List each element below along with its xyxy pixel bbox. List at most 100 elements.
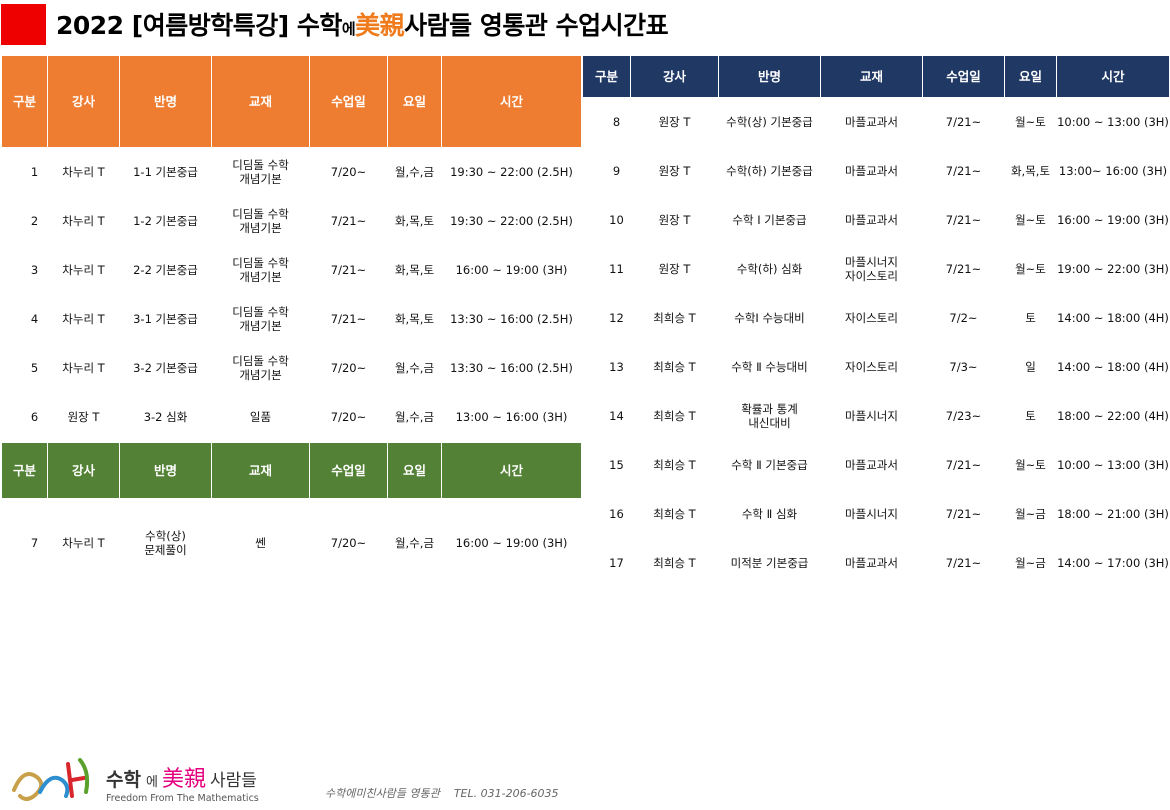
textbook-cell: 마플교과서: [820, 538, 923, 588]
start-date-cell: 7/21~: [922, 538, 1005, 588]
section-label-char: 등: [587, 330, 598, 342]
header-time: 시간: [441, 55, 582, 148]
days-cell: 월~토: [1004, 97, 1057, 147]
table-row: 13 최희승 T 수학 Ⅱ 수능대비 자이스토리 7/3~ 일 14:00 ~ 18:00 …: [583, 342, 1170, 392]
table-row: 5 차누리 T 3-2 기본중급 디딤돌 수학 개념기본 7/20~ 월,수,금 13:30…: [2, 343, 582, 393]
brand-name-part2: 사람들: [210, 771, 257, 791]
time-cell: 19:00 ~ 22:00 (3H): [1056, 244, 1170, 294]
start-date-cell: 7/2~: [922, 293, 1005, 343]
days-cell: 화,목,토: [387, 196, 442, 246]
class-name-cell: 수학(상) 기본중급: [718, 97, 821, 147]
textbook-cell: 마플교과서: [820, 440, 923, 490]
textbook-cell: 디딤돌 수학 개념기본: [211, 343, 310, 393]
header-textbook: 교재: [211, 442, 310, 499]
row-number: 6: [21, 392, 48, 442]
middle-school-rows: 중 등 과 정 1 차누리 T 1-1 기본중급 디딤돌 수학 개념기본 7/20~ 월,수,금 1…: [1, 147, 582, 442]
title-brand-hanja: 美親: [355, 11, 405, 40]
textbook-cell: 디딤돌 수학 개념기본: [211, 245, 310, 295]
footer-contact: 수학에미친사람들 영통관 TEL. 031-206-6035: [325, 785, 559, 801]
section-label-char: 과: [6, 294, 17, 306]
header-teacher: 강사: [47, 442, 120, 499]
class-name-cell: 미적분 기본중급: [718, 538, 821, 588]
table-row: 10 원장 T 수학 Ⅰ 기본중급 마플교과서 7/21~ 월~토 16:00 ~ 19:0…: [583, 195, 1170, 245]
brand-logo: 수학 에 美親 사람들 Freedom From The Mathematics: [10, 752, 270, 804]
start-date-cell: 7/21~: [922, 146, 1005, 196]
time-cell: 10:00 ~ 13:00 (3H): [1056, 440, 1170, 490]
days-cell: 월~토: [1004, 440, 1057, 490]
start-date-cell: 7/21~: [922, 97, 1005, 147]
teacher-cell: 원장 T: [630, 97, 719, 147]
class-name-cell: 수학(하) 심화: [718, 244, 821, 294]
title-text: 2022 [여름방학특강] 수학: [56, 11, 342, 40]
class-name-cell: 2-2 기본중급: [119, 245, 212, 295]
brand-tagline: Freedom From The Mathematics: [106, 793, 259, 804]
table-row: 중 등 과 정 1 차누리 T 1-1 기본중급 디딤돌 수학 개념기본 7/20~ 월,수,금 1…: [1, 147, 582, 442]
days-cell: 월~토: [1004, 195, 1057, 245]
header-group: 구분: [1, 55, 48, 148]
header-days: 요일: [1004, 55, 1057, 98]
teacher-cell: 최희승 T: [630, 342, 719, 392]
section-label-char: 고: [587, 318, 598, 330]
table-row: 6 원장 T 3-2 심화 일품 7/20~ 월,수,금 13:00 ~ 16:00 (3H…: [2, 392, 582, 442]
days-cell: 월,수,금: [387, 392, 442, 442]
header-class: 반명: [119, 442, 212, 499]
days-cell: 월,수,금: [387, 498, 442, 587]
class-name-cell: 수학(하) 기본중급: [718, 146, 821, 196]
teacher-cell: 원장 T: [47, 392, 120, 442]
header-textbook: 교재: [820, 55, 923, 98]
start-date-cell: 7/21~: [922, 489, 1005, 539]
table-row: 3 차누리 T 2-2 기본중급 디딤돌 수학 개념기본 7/21~ 화,목,토 16:00…: [2, 245, 582, 295]
textbook-cell: 디딤돌 수학 개념기본: [211, 196, 310, 246]
class-name-cell: 수학 Ⅰ 기본중급: [718, 195, 821, 245]
time-cell: 19:30 ~ 22:00 (2.5H): [441, 147, 582, 197]
section-label-char: 고: [6, 506, 17, 518]
days-cell: 화,목,토: [387, 294, 442, 344]
row-number: 8: [602, 97, 631, 147]
teacher-cell: 원장 T: [630, 146, 719, 196]
textbook-cell: 마플교과서: [820, 146, 923, 196]
section-label-char: 행: [6, 542, 17, 554]
class-name-cell: 수학 Ⅱ 심화: [718, 489, 821, 539]
row-number: 12: [602, 293, 631, 343]
start-date-cell: 7/23~: [922, 391, 1005, 441]
teacher-cell: 차누리 T: [47, 343, 120, 393]
title-text-end: 사람들 영통관 수업시간표: [404, 11, 669, 40]
row-number: 9: [602, 146, 631, 196]
header-row: 구분 강사 반명 교재 수업일 요일 시간: [582, 55, 1170, 98]
header-teacher: 강사: [630, 55, 719, 98]
header-time: 시간: [441, 442, 582, 499]
days-cell: 월~토: [1004, 244, 1057, 294]
start-date-cell: 7/21~: [922, 244, 1005, 294]
header-teacher: 강사: [47, 55, 120, 148]
time-cell: 10:00 ~ 13:00 (3H): [1056, 97, 1170, 147]
time-cell: 19:30 ~ 22:00 (2.5H): [441, 196, 582, 246]
section-label-char: 정: [6, 566, 17, 578]
brand-name-part1: 수학: [106, 769, 141, 791]
header-days: 요일: [387, 442, 442, 499]
title-marker: [1, 4, 46, 45]
section-label-char: 선: [6, 530, 17, 542]
start-date-cell: 7/3~: [922, 342, 1005, 392]
table-row: 16 최희승 T 수학 Ⅱ 심화 마플시너지 7/21~ 월~금 18:00 ~ 21:00…: [583, 489, 1170, 539]
class-name-cell: 수학 Ⅱ 기본중급: [718, 440, 821, 490]
textbook-cell: 쎈: [211, 498, 310, 587]
table-row: 4 차누리 T 3-1 기본중급 디딤돌 수학 개념기본 7/21~ 화,목,토 13:30…: [2, 294, 582, 344]
class-name-cell: 수학Ⅰ 수능대비: [718, 293, 821, 343]
textbook-cell: 마플교과서: [820, 195, 923, 245]
teacher-cell: 최희승 T: [630, 489, 719, 539]
teacher-cell: 최희승 T: [630, 293, 719, 343]
header-time: 시간: [1056, 55, 1170, 98]
row-number: 2: [21, 196, 48, 246]
brand-logo-graphic: 수학 에 美親 사람들 Freedom From The Mathematics: [12, 758, 259, 804]
textbook-cell: 마플시너지 자이스토리: [820, 244, 923, 294]
time-cell: 14:00 ~ 18:00 (4H): [1056, 342, 1170, 392]
section-label-char: 과: [587, 342, 598, 354]
teacher-cell: 차누리 T: [47, 498, 120, 587]
section-label-char: 등: [6, 282, 17, 294]
time-cell: 18:00 ~ 22:00 (4H): [1056, 391, 1170, 441]
textbook-cell: 디딤돌 수학 개념기본: [211, 147, 310, 197]
title-particle: 에: [341, 20, 356, 38]
teacher-cell: 원장 T: [630, 195, 719, 245]
